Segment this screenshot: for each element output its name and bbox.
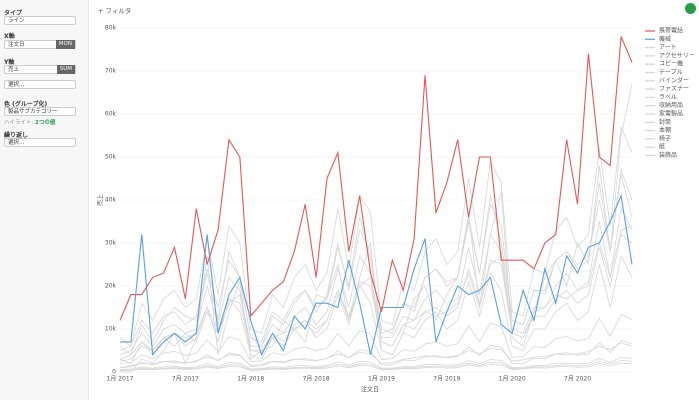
y-axis-label: 売上 [97,194,105,206]
legend-label: 家電製品 [659,110,683,118]
series-line [119,356,633,370]
field: 売上 [8,67,20,73]
agg[interactable]: SUM [56,65,75,74]
series-line [119,313,633,364]
highlight: ハイライト: 2つの値 [4,118,55,126]
x-field[interactable]: 注文日 MON [4,40,76,49]
x-tick-label: 7月 2019 [433,376,460,383]
y-tick-label: 10k [105,326,117,333]
y-tick-label: 50k [105,154,117,161]
x-tick-label: 1月 2019 [368,376,395,383]
x-tick-label: 1月 2018 [237,376,264,383]
legend-label: 装飾品 [659,151,677,159]
y-field[interactable]: 売上 SUM [4,65,76,74]
legend-label: 封筒 [659,118,671,126]
repeat-select[interactable]: 選択... [4,138,76,147]
x-tick-label: 7月 2017 [172,376,199,383]
label: X軸 [4,33,15,40]
y-tick-label: 80k [105,25,117,32]
legend-label: 携帯電話 [659,27,683,35]
legend-label: 紙 [659,143,665,151]
legend-label: ラベル [659,94,677,101]
legend-label: テーブル [659,68,683,76]
label: タイプ [4,10,23,17]
highlight-label: ハイライト: [4,120,34,126]
agg[interactable]: MON [55,40,75,49]
filter-button[interactable]: + フィルタ [98,7,132,15]
x-tick-label: 1月 2017 [107,376,134,383]
type-select[interactable]: ライン [4,16,76,25]
user-icon[interactable] [685,3,696,14]
series-line [119,225,633,362]
x-tick-label: 7月 2018 [303,376,330,383]
series-line [119,207,633,356]
x-tick-label: 1月 2020 [499,376,526,383]
field: 注文日 [8,42,25,48]
settings-panel: タイプ ライン X軸 注文日 MON Y軸 売上 SUM 選択... 色 (グループ… [0,0,89,400]
legend-label: ファスナー [659,86,689,93]
legend-label: 機械 [659,35,671,43]
series-line [119,362,633,372]
y-tick-label: 30k [105,240,117,247]
legend-label: 椅子 [659,134,671,142]
series-line [119,342,633,369]
legend-label: アクセサリー [659,52,695,59]
x-tick-label: 7月 2020 [564,376,591,383]
color-field[interactable]: 製品サブカテゴリー [4,107,76,116]
legend-label: 収納用品 [659,101,683,109]
label: 色 (グループ化) [4,101,48,108]
series-line [119,359,633,371]
legend-label: バインダー [659,76,689,84]
label: 繰り返し [4,132,29,139]
y-tick-label: 60k [105,111,117,118]
y-tick-label: 40k [105,197,117,204]
legend-label: アート [659,44,677,51]
y-tick-label: 20k [105,283,117,290]
series-line [120,193,633,357]
y-tick-label: 70k [105,68,117,75]
label: Y軸 [4,59,15,66]
y-tick-label: 0 [112,369,116,376]
y-select[interactable]: 選択... [4,80,76,89]
series-line [119,36,633,321]
legend-label: 本棚 [659,126,671,134]
x-axis-label: 注文日 [361,386,379,394]
series-line [119,233,633,360]
legend-label: コピー機 [659,60,683,68]
highlight-value[interactable]: 2つの値 [35,120,56,126]
